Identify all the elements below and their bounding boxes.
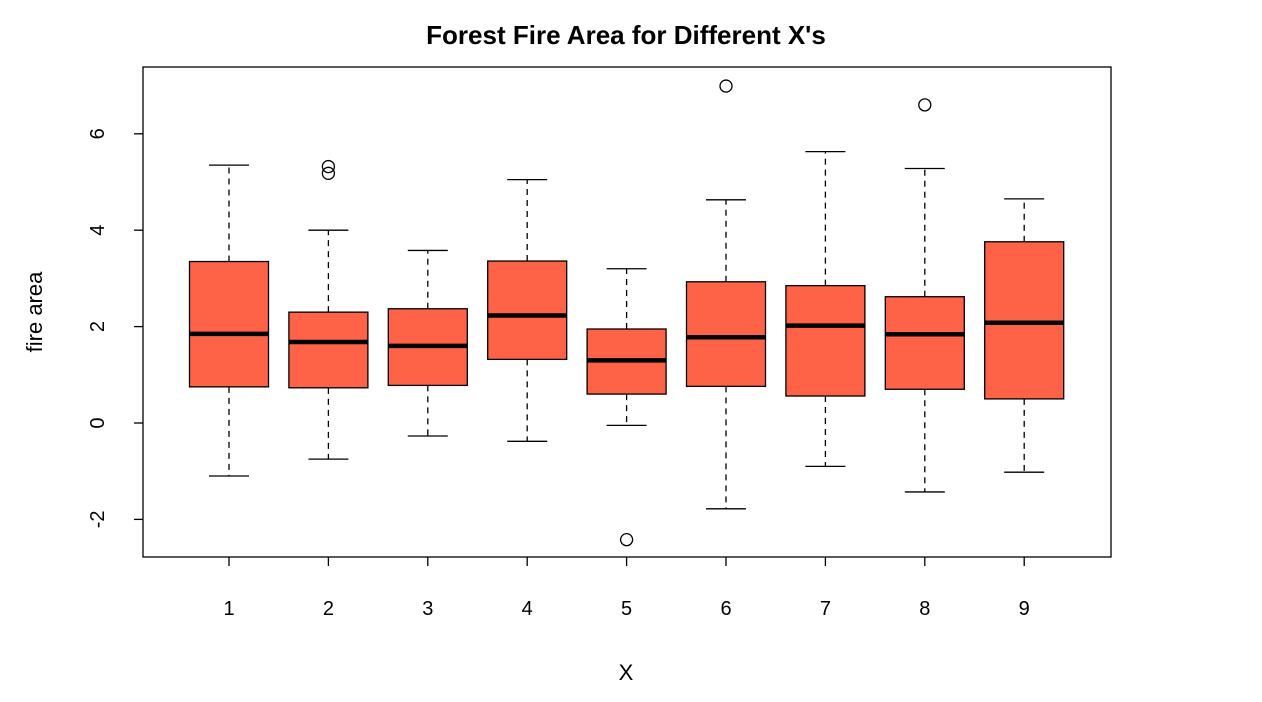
outlier-point xyxy=(719,79,733,93)
outlier-point xyxy=(321,166,336,180)
x-tick-label: 3 xyxy=(422,598,433,620)
outlier-point xyxy=(918,98,932,112)
y-tick-label: 6 xyxy=(87,128,109,139)
box-group-2 xyxy=(288,159,369,460)
box-group-6 xyxy=(685,79,767,510)
x-tick-label: 8 xyxy=(919,598,930,620)
plot-frame xyxy=(142,66,1112,558)
x-tick-label: 6 xyxy=(720,598,731,620)
outlier-point xyxy=(619,532,634,547)
box-group-8 xyxy=(884,98,965,493)
x-axis-label: X xyxy=(619,660,634,685)
iqr-box xyxy=(785,284,866,397)
iqr-box xyxy=(487,260,568,361)
x-tick-label: 7 xyxy=(820,598,831,620)
x-tick-label: 5 xyxy=(621,598,632,620)
y-tick-label: -2 xyxy=(87,511,109,529)
boxes-layer xyxy=(188,79,1065,547)
iqr-box xyxy=(188,260,270,388)
iqr-box xyxy=(984,241,1065,400)
x-tick-label: 9 xyxy=(1019,598,1030,620)
box-group-3 xyxy=(387,249,468,437)
x-axis: 1 2 3 4 5 6 7 8 9 xyxy=(223,557,1030,620)
box-group-1 xyxy=(188,164,270,477)
x-tick-label: 1 xyxy=(223,598,234,620)
box-group-5 xyxy=(586,268,667,547)
y-axis-label: fire area xyxy=(22,271,47,352)
outlier-point xyxy=(321,159,336,174)
y-tick-label: 4 xyxy=(87,225,109,236)
y-tick-label: 2 xyxy=(87,321,109,332)
x-tick-label: 2 xyxy=(323,598,334,620)
x-tick-label: 4 xyxy=(522,598,533,620)
box-group-7 xyxy=(785,150,866,468)
iqr-box xyxy=(685,281,767,388)
y-tick-label: 0 xyxy=(87,417,109,428)
iqr-box xyxy=(288,311,369,389)
y-axis: -2 0 2 4 6 xyxy=(87,128,143,528)
box-group-9 xyxy=(984,198,1065,473)
iqr-box xyxy=(884,296,965,390)
chart-title: Forest Fire Area for Different X's xyxy=(426,20,826,50)
box-group-4 xyxy=(487,178,568,442)
